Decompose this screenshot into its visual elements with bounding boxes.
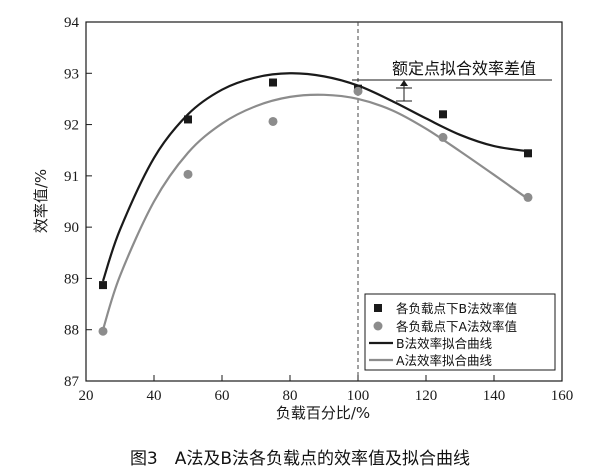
y-tick-label: 94 — [64, 15, 80, 31]
annotation: 额定点拟合效率差值 — [352, 59, 552, 102]
x-tick-label: 60 — [215, 388, 230, 404]
legend-marker-b-points — [374, 304, 382, 312]
y-tick-label: 89 — [64, 271, 79, 287]
x-tick-label: 120 — [415, 388, 438, 404]
y-tick-label: 87 — [64, 374, 80, 390]
y-tick-label: 93 — [64, 66, 79, 82]
legend-marker-a-points — [373, 321, 383, 331]
y-axis-title: 效率值/% — [32, 169, 50, 233]
x-tick-label: 160 — [551, 388, 574, 404]
x-tick-label: 80 — [283, 388, 298, 404]
a-data-point — [353, 86, 363, 96]
y-tick-label: 88 — [64, 323, 79, 339]
legend-label-a-fit: A法效率拟合曲线 — [396, 353, 493, 368]
y-tick-label: 92 — [64, 118, 79, 134]
legend-label-b-fit: B法效率拟合曲线 — [396, 336, 493, 351]
a-data-point — [98, 326, 108, 336]
legend-label-b-points: 各负载点下B法效率值 — [396, 301, 517, 316]
y-tick-label: 91 — [64, 169, 79, 185]
a-data-point — [523, 192, 533, 202]
legend: 各负载点下B法效率值 各负载点下A法效率值 B法效率拟合曲线 A法效率拟合曲线 — [364, 293, 556, 371]
fit-curves — [101, 72, 529, 331]
x-tick-label: 40 — [147, 388, 162, 404]
b-fit-curve — [101, 72, 529, 282]
legend-box — [364, 293, 556, 371]
b-data-point — [524, 149, 532, 158]
x-tick-label: 20 — [79, 388, 94, 404]
b-data-point — [99, 281, 107, 290]
a-data-point — [438, 132, 448, 142]
y-axis-ticks: 87 88 89 90 91 92 93 94 — [64, 15, 92, 390]
annotation-text: 额定点拟合效率差值 — [392, 59, 536, 78]
annotation-arrow-head — [400, 80, 408, 86]
b-data-point — [439, 110, 447, 119]
legend-label-a-points: 各负载点下A法效率值 — [396, 319, 517, 334]
y-tick-label: 90 — [64, 220, 79, 236]
x-tick-label: 140 — [483, 388, 506, 404]
a-data-point — [183, 169, 193, 179]
b-data-point — [269, 78, 277, 87]
a-fit-curve — [101, 93, 529, 331]
x-axis-title: 负载百分比/% — [276, 404, 370, 422]
x-tick-label: 100 — [347, 388, 370, 404]
b-data-point — [184, 115, 192, 124]
a-data-point — [268, 116, 278, 126]
plot-frame — [85, 21, 563, 382]
x-axis-ticks: 20 40 60 80 100 120 140 160 — [79, 375, 574, 404]
data-markers — [98, 78, 533, 336]
figure-caption: 图3 A法及B法各负载点的效率值及拟合曲线 — [130, 449, 470, 469]
